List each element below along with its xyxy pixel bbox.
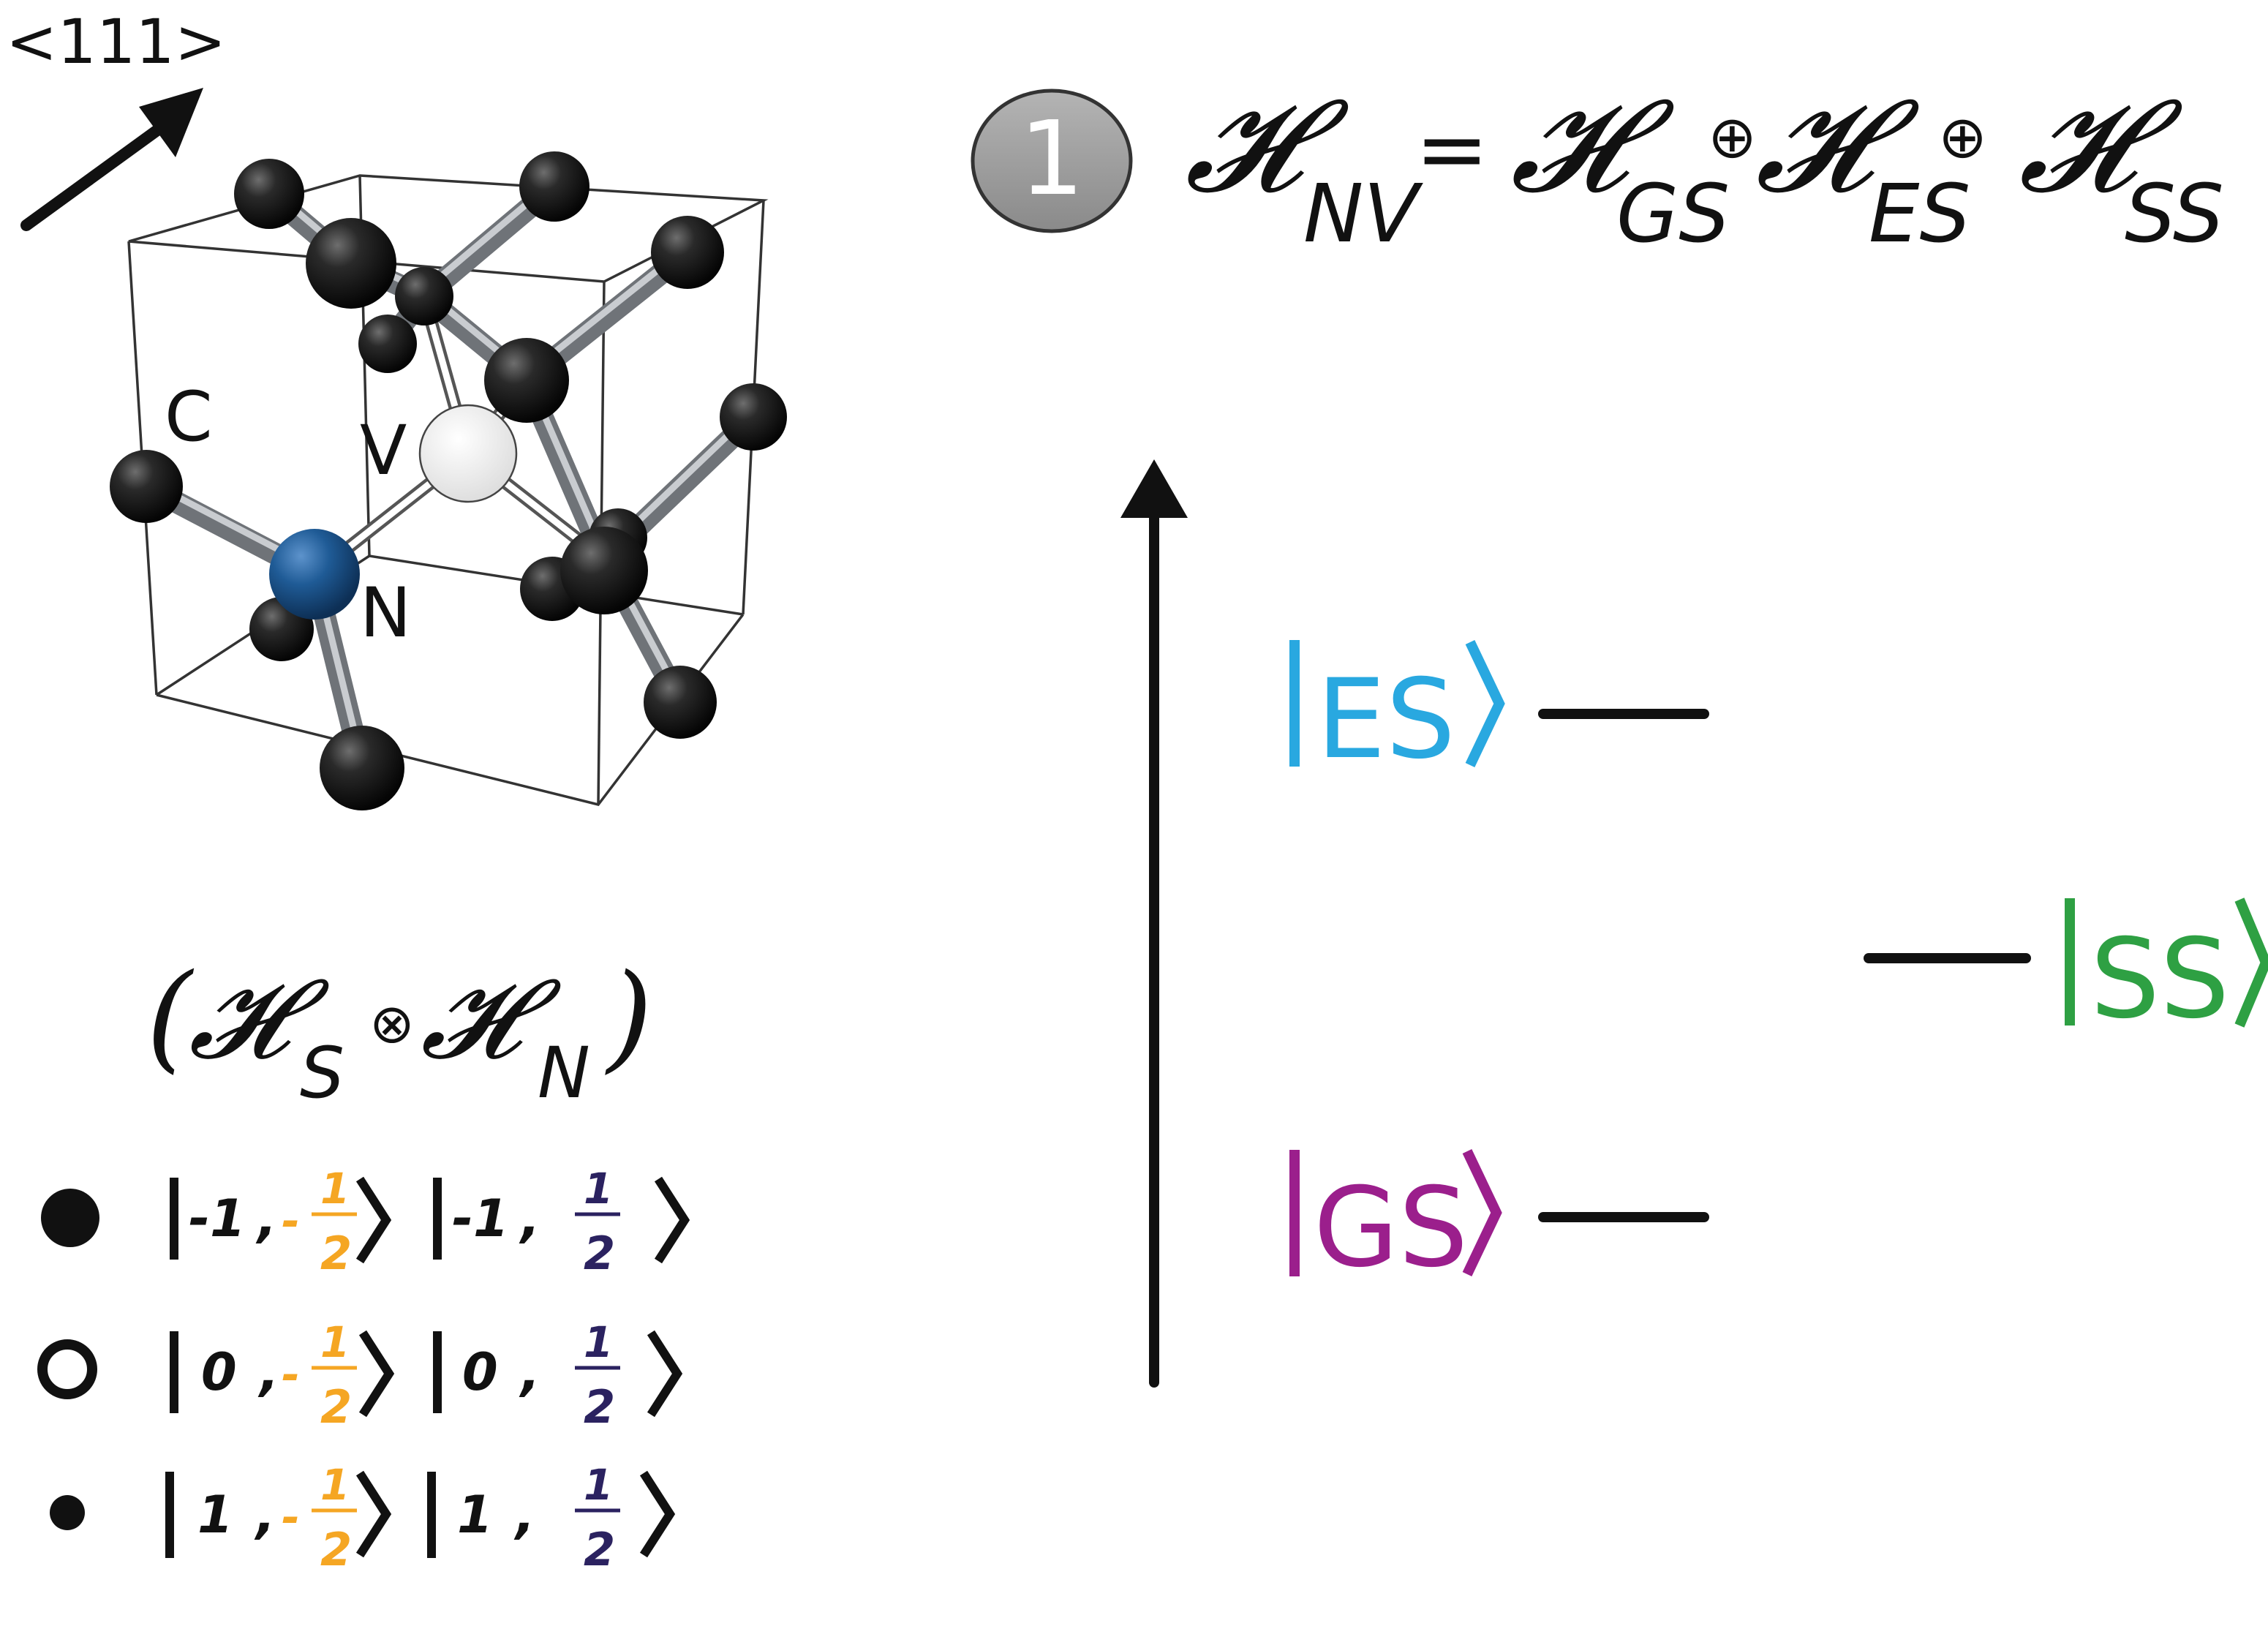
carbon-atom xyxy=(644,666,717,739)
ket-angle xyxy=(647,1330,683,1418)
state-list: -1 , - 1 2 -1 , 1 2 0 , - 1 2 xyxy=(37,1164,690,1576)
energy-axis-arrow xyxy=(1120,459,1188,1388)
close-paren: ) xyxy=(605,948,652,1085)
fraction-denominator: 2 xyxy=(584,1523,615,1576)
state-row-ms-plus-1: 1 , - 1 2 1 , 1 2 xyxy=(50,1460,676,1576)
vacancy-site xyxy=(418,404,518,503)
state-ms-value: 1 xyxy=(197,1485,233,1545)
svg-text:,: , xyxy=(257,1342,279,1402)
small-dot-marker xyxy=(50,1495,85,1530)
step-badge: 1 xyxy=(971,89,1133,233)
ground-state-level: GS xyxy=(1289,1148,1709,1292)
nuclear-space-subscript: N xyxy=(538,1032,590,1114)
vacancy-label: V xyxy=(360,411,407,491)
fraction-numerator: 1 xyxy=(320,1317,350,1367)
ket-angle xyxy=(355,1176,392,1264)
ket-angle xyxy=(358,1330,395,1418)
fraction-numerator: 1 xyxy=(584,1460,613,1510)
state-ms-value: -1 xyxy=(452,1189,509,1249)
carbon-atom xyxy=(234,159,304,229)
equals-sign: = xyxy=(1415,99,1489,200)
svg-text:,: , xyxy=(519,1342,540,1402)
fraction-denominator: 2 xyxy=(584,1227,615,1280)
carbon-atom xyxy=(720,383,787,451)
svg-text:,: , xyxy=(513,1485,535,1545)
ket-angle xyxy=(1465,639,1505,768)
ss-subscript: SS xyxy=(2125,167,2224,260)
fraction-numerator: 1 xyxy=(584,1317,613,1367)
es-label: ES xyxy=(1316,656,1455,783)
carbon-atom xyxy=(110,450,183,523)
spin-space-subscript: S xyxy=(300,1032,344,1114)
ss-label: SS xyxy=(2090,916,2229,1043)
gs-subscript: GS xyxy=(1616,167,1730,260)
carbon-atom xyxy=(560,527,648,614)
fraction-numerator: 1 xyxy=(320,1460,350,1510)
tensor-product-space: ( 𝓗 S ⊗ 𝓗 N ) xyxy=(146,948,652,1114)
minus-sign: - xyxy=(282,1350,300,1401)
state-ms-value: 0 xyxy=(462,1342,498,1402)
open-paren: ( xyxy=(146,948,195,1085)
otimes-symbol: ⊗ xyxy=(369,993,415,1055)
carbon-atoms xyxy=(110,151,787,810)
direction-arrow xyxy=(20,88,203,231)
carbon-atom xyxy=(395,267,453,325)
fraction-denominator: 2 xyxy=(320,1380,352,1434)
excited-state-level: ES xyxy=(1289,639,1709,783)
ket-angle xyxy=(654,1176,690,1264)
fraction-denominator: 2 xyxy=(320,1523,352,1576)
state-ms-value: 1 xyxy=(457,1485,493,1545)
oplus-symbol: ⊕ xyxy=(1938,103,1987,171)
svg-text:,: , xyxy=(254,1485,276,1545)
carbon-atom xyxy=(651,216,724,289)
carbon-atom xyxy=(306,218,396,309)
carbon-atom xyxy=(320,726,404,810)
direction-label: <111> xyxy=(6,6,226,78)
svg-text:,: , xyxy=(519,1189,540,1249)
oplus-symbol: ⊕ xyxy=(1708,103,1757,171)
carbon-atom xyxy=(484,338,569,423)
state-ms-value: 0 xyxy=(201,1342,237,1402)
state-ms-value: -1 xyxy=(189,1189,246,1249)
ket-angle xyxy=(355,1470,392,1558)
fraction-denominator: 2 xyxy=(584,1380,615,1434)
carbon-atom xyxy=(358,315,417,373)
fraction-denominator: 2 xyxy=(320,1227,352,1280)
open-circle-marker xyxy=(37,1339,97,1399)
hamiltonian-equation: 𝓗 NV = 𝓗 GS ⊕ 𝓗 ES ⊕ 𝓗 SS xyxy=(1185,72,2224,260)
es-subscript: ES xyxy=(1869,167,1970,260)
svg-text:,: , xyxy=(255,1189,277,1249)
nv-subscript: NV xyxy=(1303,167,1423,260)
state-row-ms-0: 0 , - 1 2 0 , 1 2 xyxy=(37,1317,683,1434)
minus-sign: - xyxy=(282,1196,300,1247)
carbon-atom xyxy=(519,151,589,222)
singlet-state-level: SS xyxy=(1864,897,2268,1043)
state-row-ms-minus-1: -1 , - 1 2 -1 , 1 2 xyxy=(41,1164,690,1280)
nitrogen-label: N xyxy=(360,573,411,653)
ket-angle xyxy=(2234,897,2268,1028)
minus-sign: - xyxy=(282,1492,300,1543)
step-number: 1 xyxy=(1019,99,1084,219)
ket-angle xyxy=(1462,1148,1502,1277)
ket-angle xyxy=(639,1470,676,1558)
filled-circle-marker xyxy=(41,1189,99,1247)
fraction-numerator: 1 xyxy=(320,1164,350,1213)
nitrogen-atom xyxy=(269,529,360,620)
fraction-numerator: 1 xyxy=(584,1164,613,1213)
carbon-label: C xyxy=(165,377,213,457)
gs-label: GS xyxy=(1314,1164,1468,1292)
